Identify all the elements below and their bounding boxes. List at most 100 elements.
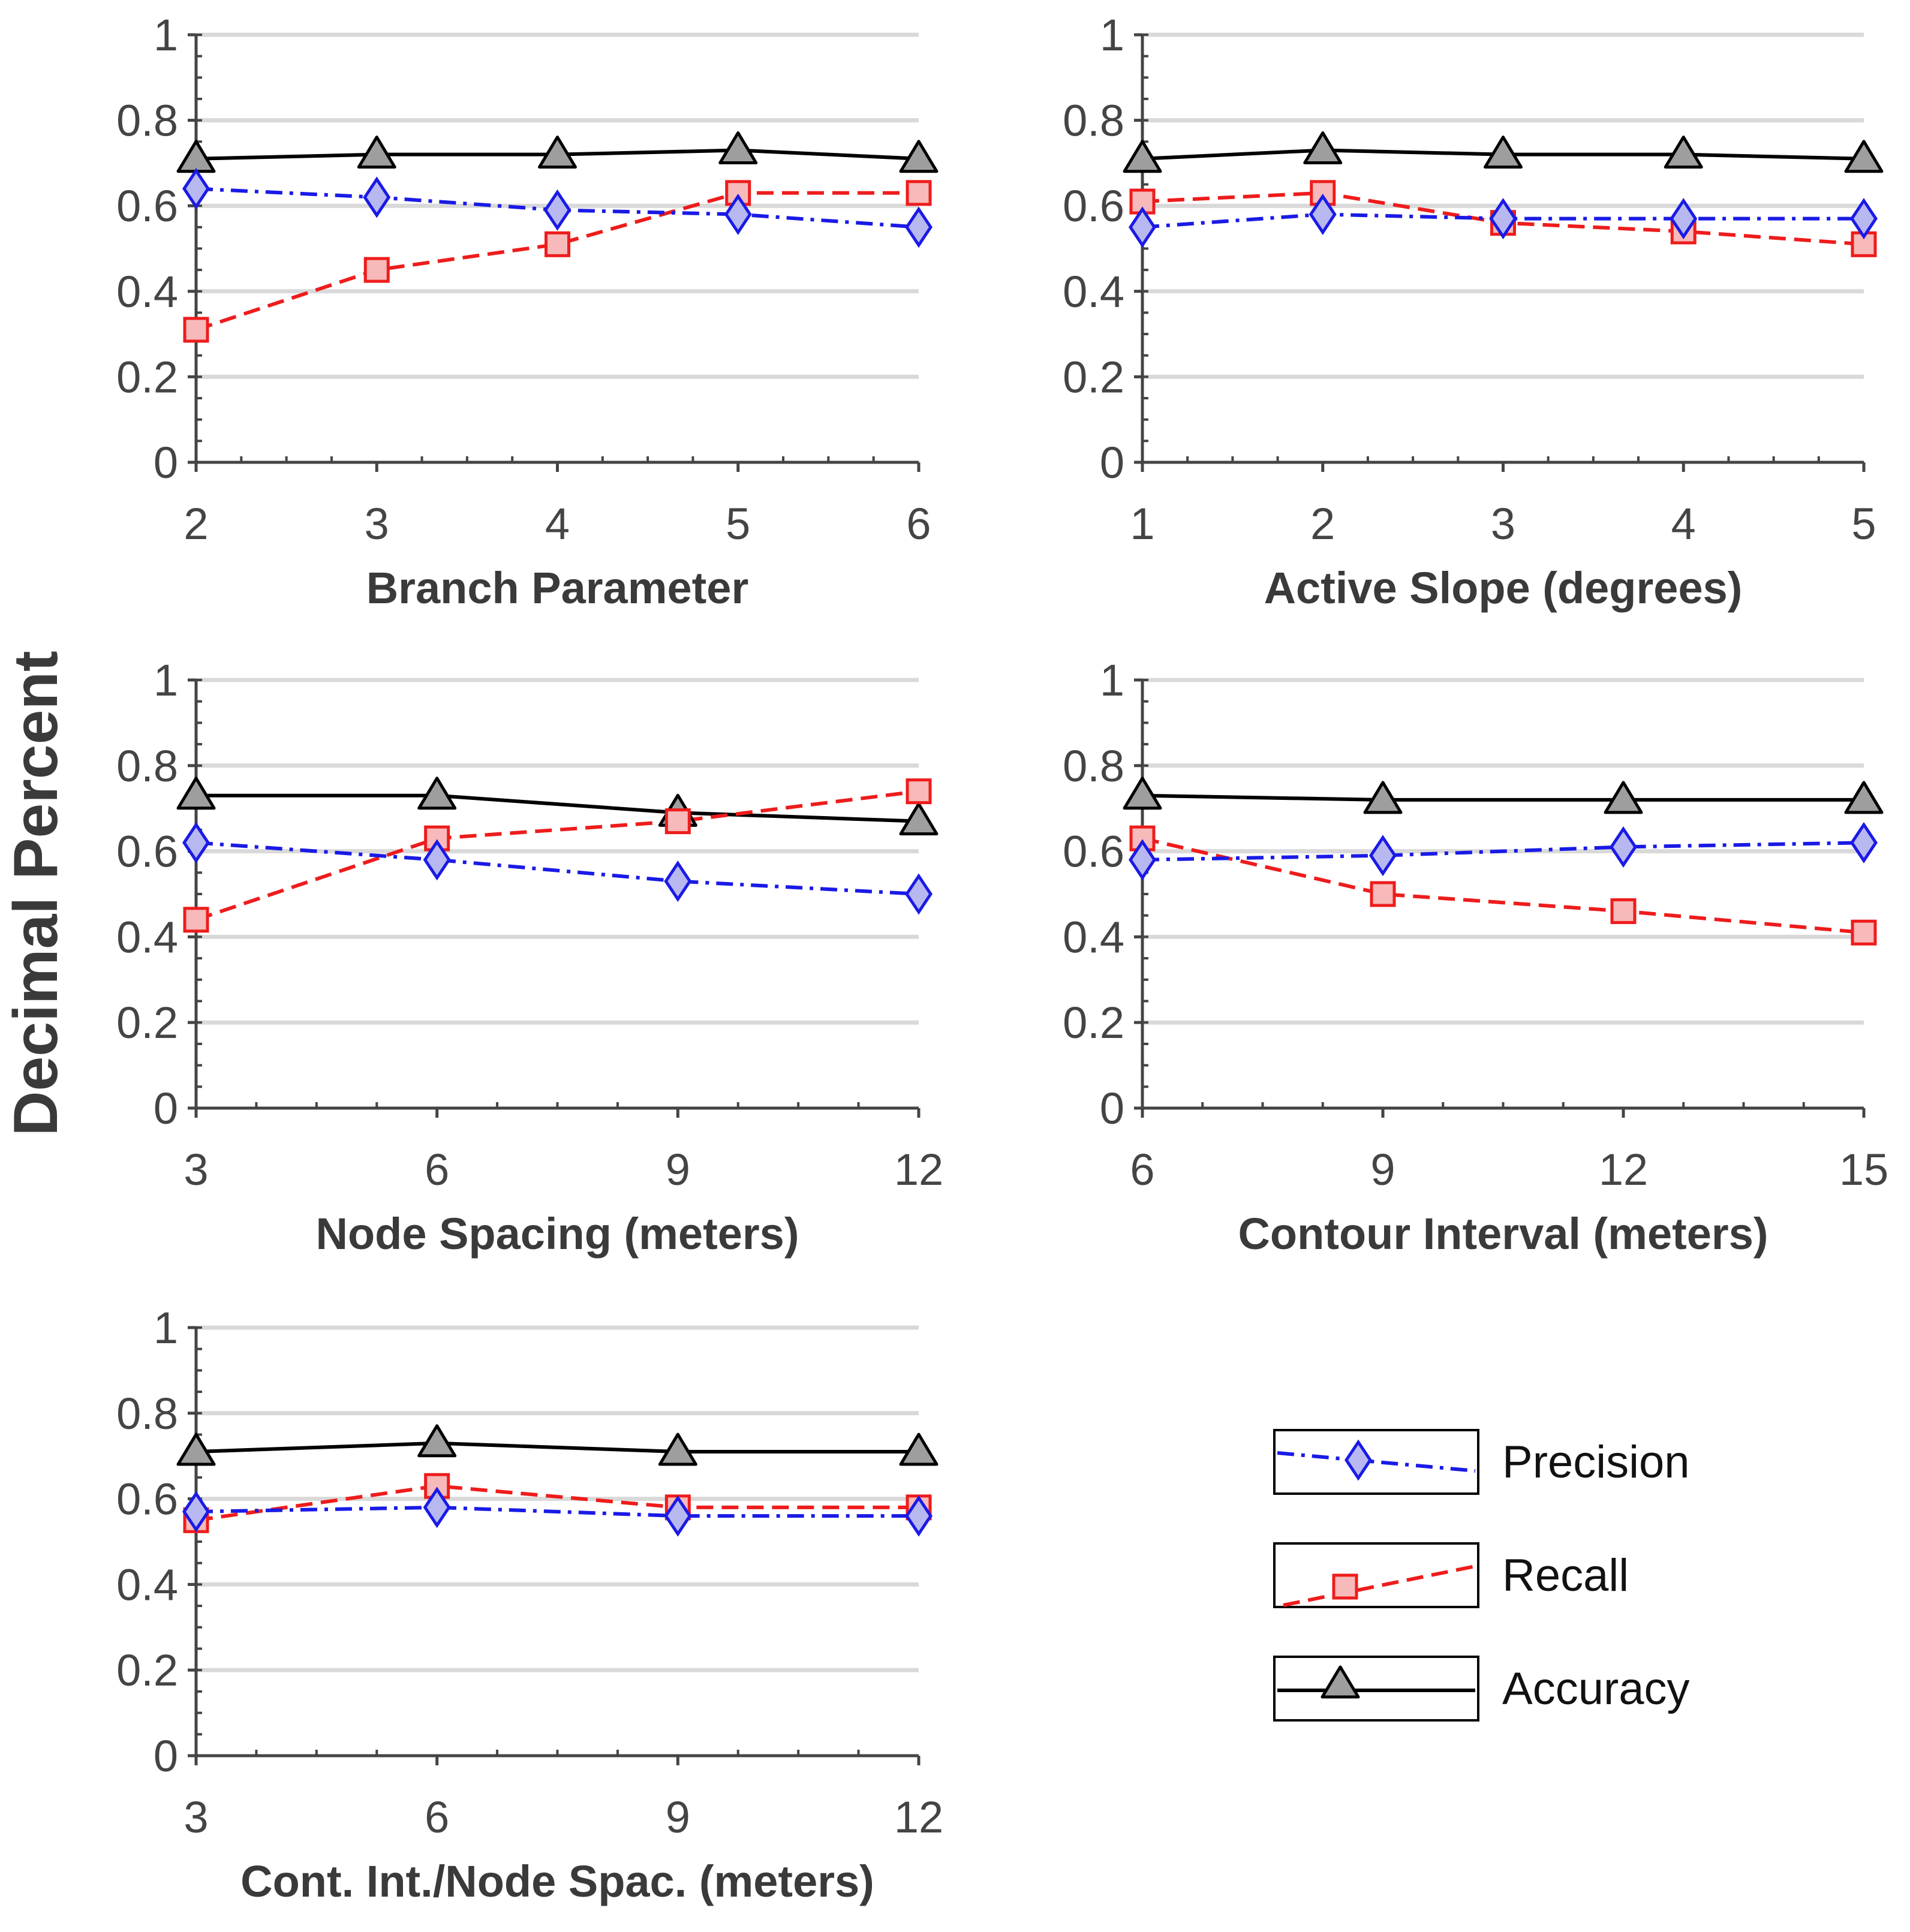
y-tick-label: 0.2	[116, 1645, 178, 1695]
data-point-accuracy	[1844, 140, 1884, 173]
y-tick-label: 0.6	[116, 181, 178, 231]
x-axis-title: Branch Parameter	[366, 563, 749, 613]
data-point-accuracy	[899, 1433, 939, 1466]
y-tick-label: 0.6	[116, 1474, 178, 1524]
data-point-recall	[1851, 919, 1877, 946]
data-point-accuracy	[357, 136, 396, 169]
y-tick-label: 0.6	[1063, 827, 1124, 877]
chart-panel-contour-interval: 0 0.2 0.4 0.6 0.8 1 6 9 12 15 Contour Interval (me…	[1063, 655, 1888, 1259]
data-point-precision	[724, 193, 752, 235]
x-tick-label: 12	[894, 1792, 943, 1842]
legend-marker-precision	[1344, 1439, 1373, 1481]
legend-label-recall: Recall	[1502, 1550, 1629, 1601]
x-tick-label: 9	[666, 1792, 690, 1842]
data-point-precision	[1128, 839, 1157, 881]
x-tick-label: 6	[425, 1792, 449, 1842]
y-tick-label: 0.2	[1063, 352, 1124, 402]
y-tick-label: 0.8	[116, 741, 178, 791]
data-point-accuracy	[1604, 781, 1643, 814]
series-line-accuracy	[195, 1441, 919, 1454]
x-tick-label: 12	[1599, 1145, 1648, 1194]
data-point-precision	[1368, 835, 1397, 877]
data-point-precision	[904, 1495, 933, 1537]
y-tick-label: 0.6	[116, 827, 178, 877]
data-point-recall	[183, 317, 209, 343]
legend-swatch-box	[1273, 1542, 1479, 1608]
series-line-precision	[1142, 841, 1864, 862]
data-point-accuracy	[899, 140, 939, 173]
data-point-precision	[543, 189, 572, 231]
data-point-precision	[1849, 198, 1878, 240]
data-point-precision	[182, 1491, 210, 1533]
y-tick-label: 1	[154, 1303, 178, 1353]
x-axis-title: Active Slope (degrees)	[1264, 563, 1743, 613]
data-point-recall	[183, 907, 209, 933]
y-tick-label: 0	[154, 438, 178, 487]
data-point-recall	[906, 778, 932, 805]
data-point-precision	[1489, 198, 1517, 240]
legend-line-recall	[1283, 1564, 1476, 1607]
data-point-precision	[423, 1486, 451, 1528]
legend: Precision Recall Accuracy	[1273, 1429, 1690, 1722]
legend-label-precision: Precision	[1502, 1437, 1690, 1488]
data-point-precision	[664, 1495, 692, 1537]
x-axis-title: Contour Interval (meters)	[1238, 1209, 1768, 1259]
y-tick-label: 0	[1100, 1084, 1124, 1133]
x-tick-label: 3	[365, 499, 389, 549]
data-point-recall	[545, 231, 570, 257]
y-tick-label: 0.4	[116, 1560, 178, 1609]
legend-marker-accuracy	[1321, 1665, 1360, 1699]
data-point-precision	[1609, 826, 1638, 868]
data-point-precision	[363, 176, 391, 218]
data-point-precision	[904, 873, 933, 915]
x-tick-label: 4	[1671, 499, 1696, 549]
series-line-precision	[195, 841, 919, 896]
data-point-accuracy	[1363, 781, 1403, 814]
y-tick-label: 0.8	[1063, 741, 1124, 791]
y-tick-label: 0.8	[1063, 96, 1124, 146]
series-line-accuracy	[1142, 793, 1864, 802]
x-tick-label: 15	[1839, 1145, 1888, 1194]
data-point-accuracy	[658, 1433, 697, 1466]
x-tick-label: 3	[1491, 499, 1515, 549]
chart-panel-active-slope: 0 0.2 0.4 0.6 0.8 1 1 2 3 4 5 Active Slope (degrees…	[1063, 10, 1884, 613]
data-point-accuracy	[1664, 136, 1703, 169]
data-point-accuracy	[1123, 777, 1162, 810]
data-point-precision	[1670, 198, 1698, 240]
x-tick-label: 9	[1370, 1145, 1395, 1194]
y-tick-label: 0.4	[116, 267, 178, 317]
y-tick-label: 1	[154, 655, 178, 705]
legend-item-precision: Precision	[1273, 1429, 1690, 1495]
x-tick-label: 6	[425, 1145, 449, 1194]
data-point-precision	[1128, 206, 1157, 248]
data-point-accuracy	[176, 140, 216, 173]
legend-item-accuracy: Accuracy	[1273, 1656, 1690, 1722]
chart-panel-cont-int-node-spac: 0 0.2 0.4 0.6 0.8 1 3 6 9 12 Cont. Int./Node Spac.…	[116, 1303, 943, 1906]
legend-swatch-box	[1273, 1429, 1479, 1495]
data-point-recall	[363, 257, 390, 283]
x-tick-label: 6	[1130, 1145, 1154, 1194]
y-tick-label: 1	[154, 10, 178, 60]
y-tick-label: 1	[1100, 655, 1124, 705]
data-point-precision	[182, 821, 210, 863]
x-axis-title: Cont. Int./Node Spac. (meters)	[240, 1856, 874, 1906]
data-point-accuracy	[1123, 140, 1162, 173]
data-point-accuracy	[176, 1433, 216, 1466]
data-point-recall	[1370, 881, 1396, 907]
data-point-recall	[664, 808, 691, 835]
x-tick-label: 3	[184, 1145, 208, 1194]
data-point-accuracy	[899, 802, 939, 836]
x-tick-label: 9	[666, 1145, 690, 1194]
data-point-accuracy	[417, 1424, 457, 1458]
series-line-accuracy	[196, 793, 919, 823]
x-axis-title: Node Spacing (meters)	[316, 1209, 799, 1259]
series-line-recall	[195, 191, 919, 332]
x-tick-label: 6	[906, 499, 931, 549]
y-tick-label: 0.4	[116, 912, 178, 962]
x-tick-label: 2	[1310, 499, 1335, 549]
x-tick-label: 2	[184, 499, 208, 549]
legend-line-precision	[1277, 1451, 1476, 1473]
data-point-accuracy	[1844, 781, 1884, 814]
data-point-accuracy	[1484, 136, 1523, 169]
